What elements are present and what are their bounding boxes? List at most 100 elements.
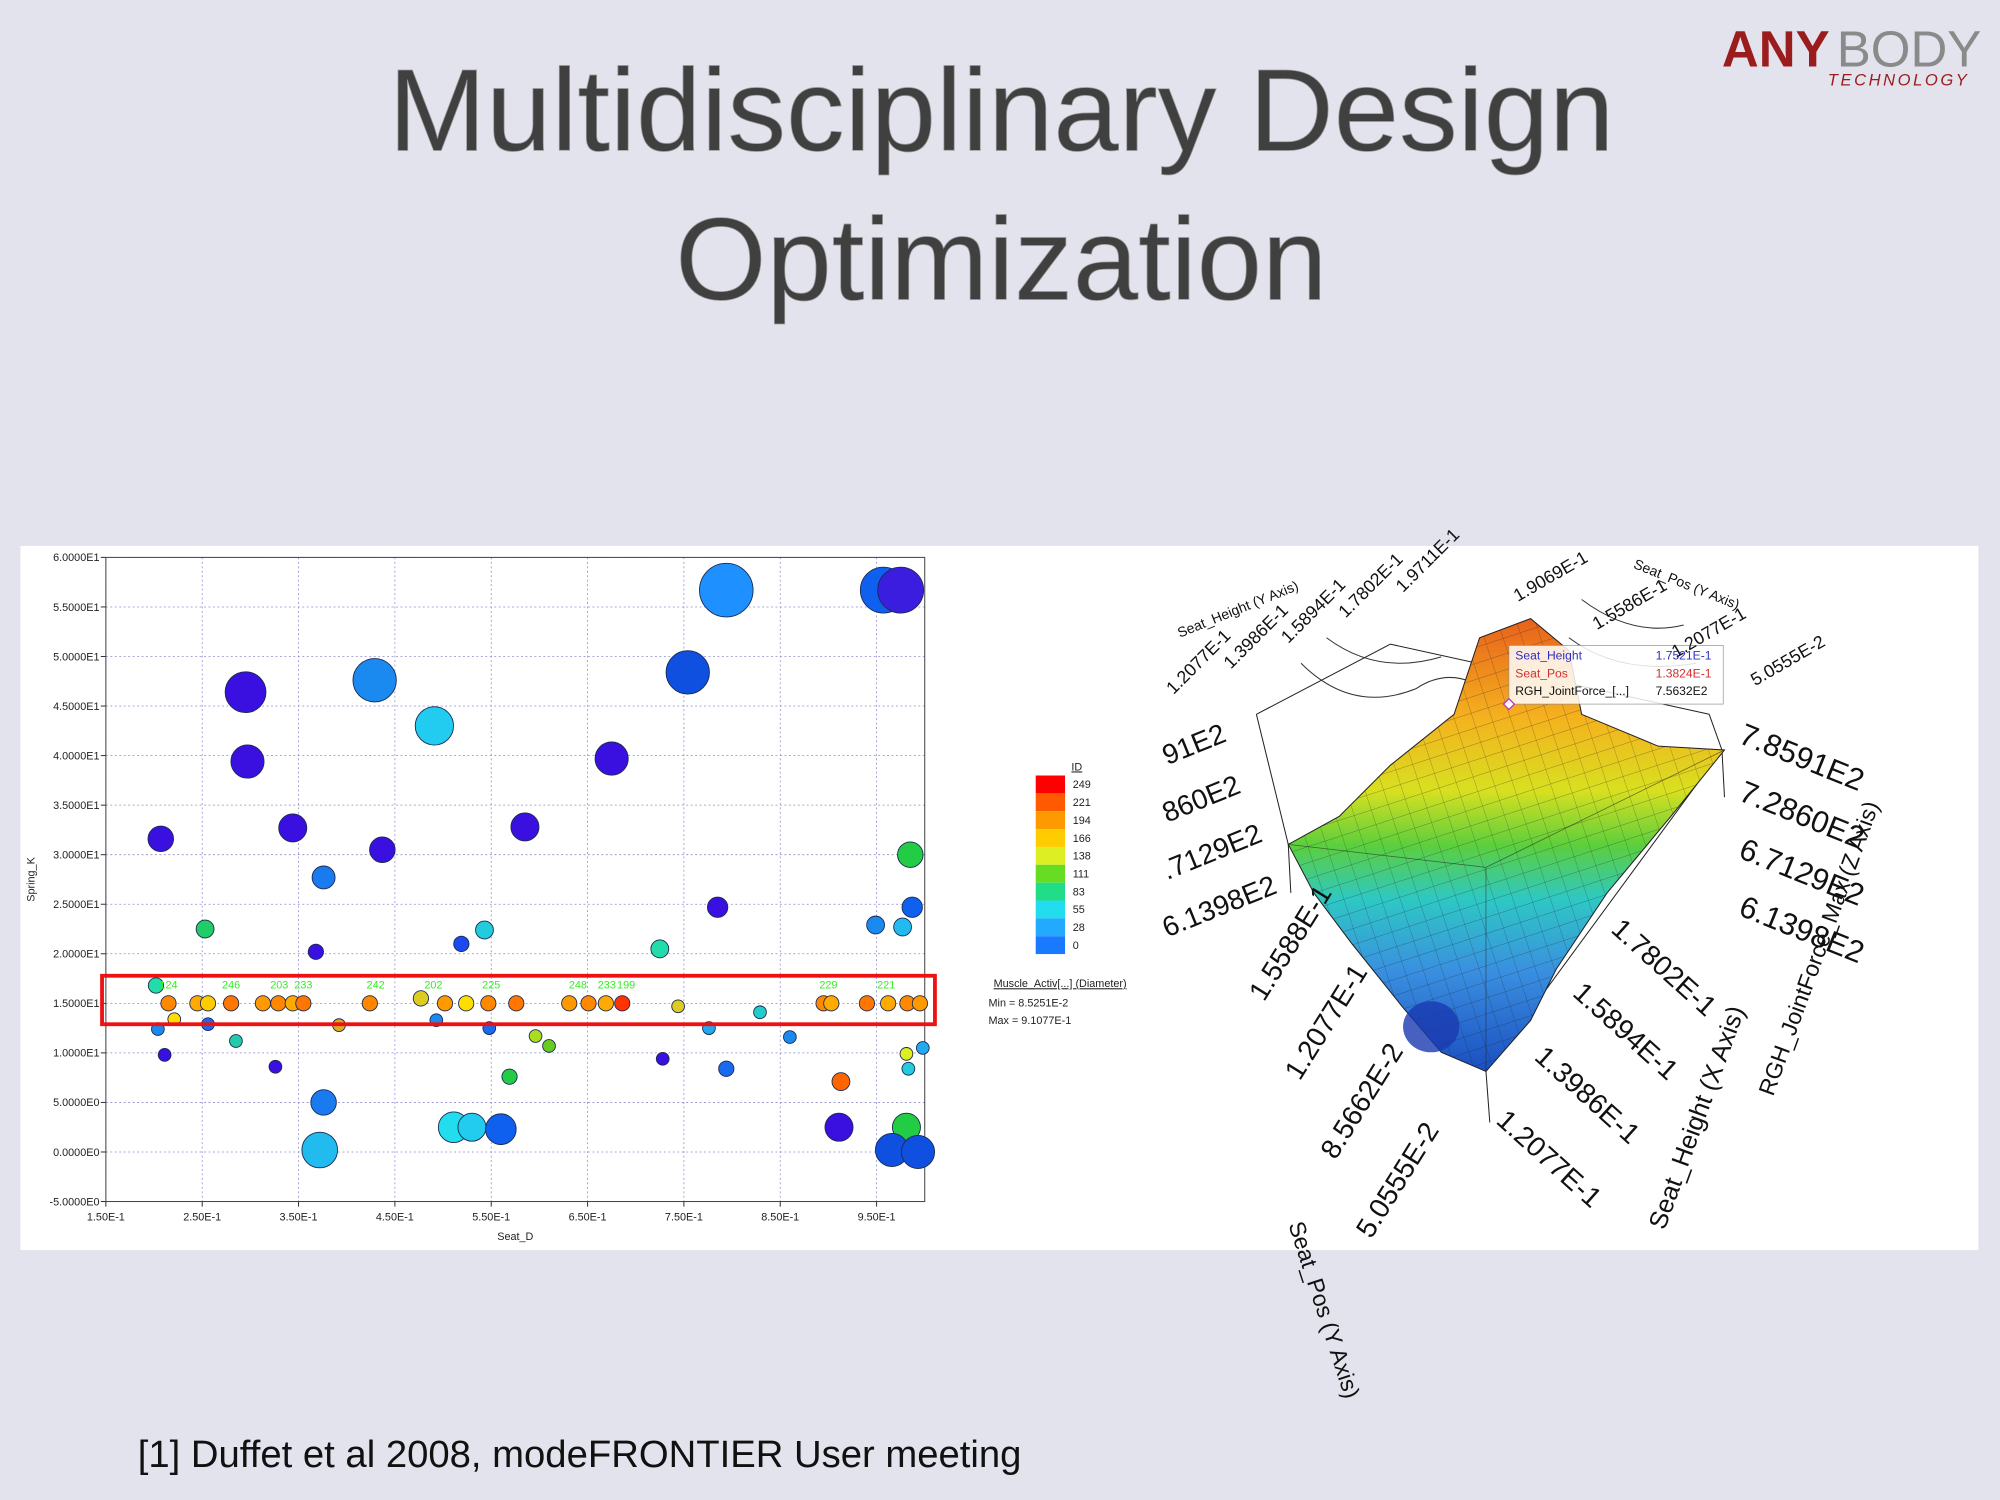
x-tick-label: 5.50E-1 [472, 1212, 510, 1224]
color-scale-label: 83 [1073, 886, 1085, 898]
footnote: [1] Duffet et al 2008, modeFRONTIER User… [138, 1433, 1022, 1476]
bubble [147, 825, 174, 853]
logo-tagline: TECHNOLOGY [1828, 70, 1970, 89]
bubble [528, 1029, 543, 1043]
tooltip-value: 1.7521E-1 [1656, 648, 1712, 662]
bubble [453, 935, 470, 952]
bubble [414, 706, 454, 746]
bubble [858, 995, 876, 1012]
y-tick-label: 5.0000E0 [53, 1097, 99, 1109]
y-tick-label: 2.5000E1 [53, 899, 99, 911]
bubble [831, 1072, 851, 1091]
x-tick-label: 4.50E-1 [376, 1212, 414, 1224]
y-tick-label: -5.0000E0 [50, 1196, 100, 1208]
tooltip-value: 7.5632E2 [1656, 684, 1708, 698]
y-axis-label: Spring_K [25, 856, 37, 901]
title-line: Multidisciplinary Design [388, 45, 1614, 176]
y-tick-label: 4.0000E1 [53, 750, 99, 762]
tooltip-name: RGH_JointForce_[...] [1515, 684, 1629, 698]
x-tick-label: 6.50E-1 [569, 1212, 607, 1224]
point-label: 229 [819, 979, 837, 991]
y-tick-label: 4.5000E1 [53, 701, 99, 713]
color-scale-cell [1035, 775, 1066, 794]
tooltip-name: Seat_Pos [1515, 666, 1568, 680]
color-scale-cell [1035, 829, 1066, 847]
point-label: 248 [569, 979, 587, 991]
color-scale-cell [1035, 918, 1066, 937]
bubble [824, 1112, 854, 1142]
bubble [195, 919, 215, 939]
y-tick-label: 5.0000E1 [53, 651, 99, 663]
bubble [880, 995, 897, 1012]
y-tick-label: 3.0000E1 [53, 850, 99, 862]
bubble [650, 939, 670, 959]
box-edge [1288, 749, 1725, 1072]
bubble [877, 566, 925, 614]
color-scale-cell [1035, 864, 1066, 883]
bubble [412, 990, 429, 1007]
x-tick-label: 2.50E-1 [183, 1212, 221, 1224]
color-scale-label: 138 [1073, 851, 1091, 863]
size-legend-max: Max = 9.1077E-1 [989, 1015, 1072, 1027]
color-scale-label: 249 [1073, 779, 1091, 791]
point-label: 233 [294, 979, 312, 991]
point-label: 202 [424, 979, 442, 991]
highlight-box [100, 973, 937, 1027]
contour-line [1300, 599, 1697, 698]
x-tick-label: 8.50E-1 [761, 1212, 799, 1224]
bubble [436, 995, 454, 1012]
bubble [580, 995, 597, 1012]
point-label: 233 [598, 979, 616, 991]
bubble [160, 995, 177, 1012]
bubble [223, 995, 240, 1012]
y-tick-label: 1.5000E1 [53, 998, 99, 1010]
tooltip-box [1508, 645, 1724, 705]
color-scale-label: 111 [1073, 869, 1089, 881]
size-legend-title: Muscle_Activ[...] (Diameter) [994, 978, 1127, 990]
bubble [307, 943, 324, 960]
bubble [561, 995, 578, 1012]
bubble [542, 1039, 556, 1053]
scatter-chart: -5.0000E0 0.0000E0 5.0000E0 1.0000E1 1.5000E… [25, 552, 1126, 1243]
color-scale-title: ID [1071, 761, 1082, 773]
plot-frame [105, 556, 926, 1203]
bubble [866, 915, 885, 935]
bubble [671, 999, 685, 1014]
bubble [915, 1041, 930, 1055]
bubble [899, 1047, 914, 1061]
x-tick-label: 9.50E-1 [858, 1212, 896, 1224]
point-label: 242 [367, 979, 385, 991]
bubble [783, 1030, 797, 1044]
logo: ANY BODY TECHNOLOGY [1722, 20, 1981, 89]
logo-brand: BODY [1837, 20, 1982, 77]
bubble [157, 1048, 172, 1062]
color-scale-label: 166 [1073, 833, 1091, 845]
point-label: 246 [222, 979, 240, 991]
color-scale-label: 194 [1073, 815, 1091, 827]
tooltip-name: Seat_Height [1515, 648, 1582, 662]
tooltip-marker [1502, 697, 1516, 711]
bubble [897, 841, 924, 868]
color-scale-cell [1035, 900, 1066, 919]
size-legend-min: Min = 8.5251E-2 [989, 997, 1069, 1009]
logo-brand: ANY [1722, 20, 1830, 77]
bubble [510, 812, 540, 842]
box-edge [1256, 643, 1725, 1123]
bubble [278, 813, 308, 843]
bubble [900, 1134, 936, 1170]
bubble [229, 1034, 243, 1048]
bubble [508, 995, 525, 1012]
color-scale-cell [1035, 846, 1066, 865]
color-scale-cell [1035, 811, 1066, 830]
bubble [301, 1131, 339, 1169]
bubble [655, 1052, 670, 1066]
bubble [699, 562, 754, 618]
point-label: 203 [270, 979, 288, 991]
bubble [501, 1068, 518, 1085]
x-axis-label: Seat_D [497, 1231, 533, 1243]
bubble [597, 995, 614, 1012]
bubble [295, 995, 312, 1012]
y-tick-label: 6.0000E1 [53, 552, 99, 564]
bubble [230, 744, 265, 779]
